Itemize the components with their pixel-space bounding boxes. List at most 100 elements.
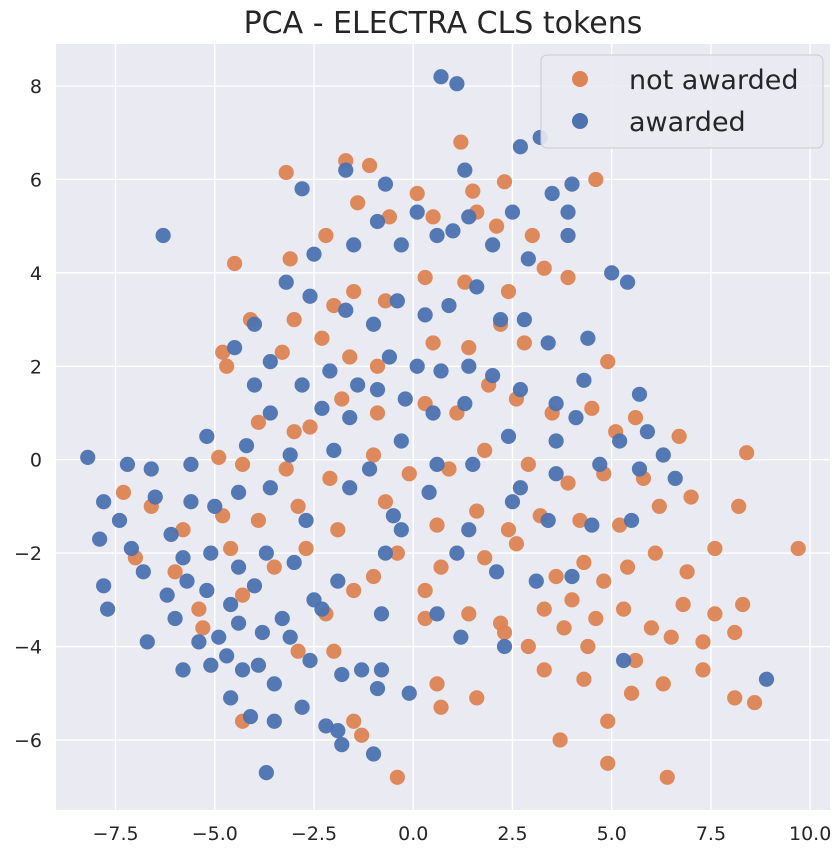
point-not-awarded (377, 494, 394, 510)
point-awarded (338, 302, 354, 318)
point-not-awarded (500, 283, 517, 300)
point-awarded (230, 484, 247, 500)
point-not-awarded (330, 522, 346, 538)
point-awarded (294, 181, 310, 197)
point-not-awarded (115, 484, 132, 500)
point-awarded (123, 540, 140, 557)
point-not-awarded (322, 470, 338, 486)
point-not-awarded (548, 568, 564, 585)
point-not-awarded (274, 344, 290, 360)
point-not-awarded (580, 638, 596, 655)
point-awarded (175, 550, 191, 566)
point-not-awarded (647, 545, 663, 561)
point-not-awarded (215, 344, 231, 360)
point-awarded (373, 606, 390, 622)
point-awarded (294, 699, 310, 715)
point-not-awarded (659, 769, 675, 785)
point-awarded (159, 587, 175, 603)
point-awarded (421, 484, 437, 500)
point-not-awarded (651, 498, 667, 515)
point-not-awarded (524, 227, 540, 244)
point-awarded (409, 204, 425, 220)
point-not-awarded (739, 445, 755, 461)
point-not-awarded (326, 643, 342, 659)
point-not-awarded (619, 559, 636, 575)
y-tick-label: 0 (30, 450, 42, 472)
point-not-awarded (314, 330, 330, 346)
point-awarded (282, 447, 298, 463)
point-awarded (504, 494, 521, 510)
legend-marker-awarded (572, 113, 588, 129)
point-not-awarded (234, 456, 251, 472)
point-not-awarded (627, 652, 644, 669)
point-awarded (512, 382, 529, 398)
point-not-awarded (175, 522, 191, 538)
point-not-awarded (520, 638, 536, 655)
point-awarded (500, 428, 517, 444)
point-awarded (576, 372, 592, 388)
point-not-awarded (250, 512, 267, 529)
point-not-awarded (469, 503, 485, 519)
point-awarded (238, 438, 255, 454)
point-awarded (246, 578, 263, 594)
point-awarded (346, 237, 362, 253)
point-not-awarded (369, 405, 386, 421)
point-awarded (330, 573, 346, 589)
point-awarded (580, 330, 596, 346)
point-awarded (604, 265, 620, 281)
data-points (80, 69, 806, 785)
point-awarded (135, 564, 151, 580)
point-awarded (334, 737, 350, 753)
point-not-awarded (746, 694, 763, 711)
point-awarded (163, 526, 179, 543)
point-awarded (623, 512, 640, 529)
point-awarded (342, 410, 358, 426)
point-not-awarded (564, 592, 580, 608)
x-tick-label: −2.5 (291, 823, 337, 845)
point-not-awarded (227, 255, 243, 272)
point-not-awarded (266, 559, 282, 575)
point-not-awarded (223, 540, 239, 557)
point-not-awarded (790, 540, 806, 557)
point-awarded (548, 466, 564, 482)
point-not-awarded (211, 449, 227, 465)
point-awarded (496, 638, 513, 655)
point-awarded (302, 288, 318, 304)
point-awarded (449, 545, 465, 561)
point-awarded (457, 162, 473, 178)
point-awarded (191, 634, 207, 650)
point-awarded (286, 554, 302, 571)
point-awarded (139, 634, 155, 650)
legend-label-awarded: awarded (629, 107, 746, 138)
point-awarded (274, 610, 290, 627)
point-awarded (338, 162, 354, 178)
point-not-awarded (520, 456, 536, 472)
point-awarded (425, 405, 441, 421)
y-tick-label: −2 (14, 543, 42, 565)
point-not-awarded (496, 174, 513, 190)
point-awarded (616, 652, 632, 669)
point-not-awarded (278, 461, 294, 477)
point-not-awarded (365, 568, 382, 585)
point-awarded (322, 363, 338, 379)
point-awarded (369, 680, 386, 697)
point-not-awarded (600, 354, 616, 370)
point-awarded (302, 652, 318, 669)
point-not-awarded (346, 283, 362, 300)
point-not-awarded (433, 699, 449, 715)
point-not-awarded (361, 157, 378, 174)
point-not-awarded (417, 269, 433, 286)
point-not-awarded (286, 311, 302, 328)
point-awarded (504, 204, 521, 220)
point-awarded (548, 396, 564, 412)
point-awarded (318, 718, 334, 734)
point-not-awarded (536, 260, 552, 276)
point-awarded (306, 246, 322, 262)
point-awarded (314, 601, 330, 617)
point-awarded (385, 508, 401, 524)
point-not-awarded (623, 685, 640, 701)
point-not-awarded (389, 769, 405, 785)
point-awarded (540, 512, 556, 529)
point-not-awarded (417, 582, 433, 599)
point-not-awarded (346, 713, 362, 729)
